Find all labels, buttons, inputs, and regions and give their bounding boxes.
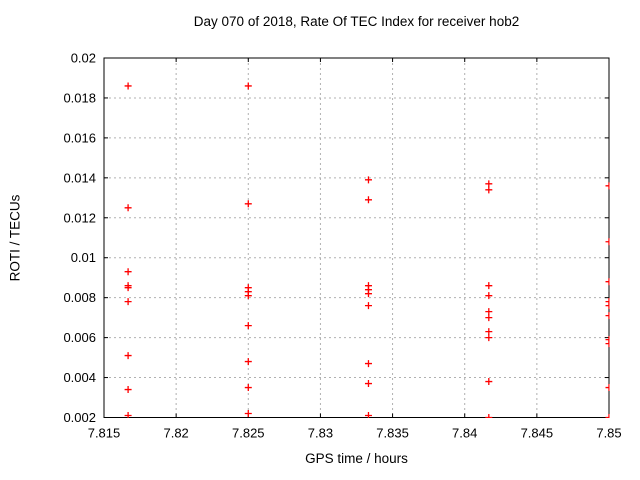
chart-title: Day 070 of 2018, Rate Of TEC Index for r… (193, 14, 520, 29)
data-point-marker (244, 322, 252, 330)
data-point-marker (485, 292, 493, 300)
x-tick-label: 7.835 (376, 426, 409, 441)
data-point-marker (124, 268, 132, 276)
y-tick-label: 0.01 (71, 250, 96, 265)
data-point-marker (364, 380, 372, 388)
x-tick-label: 7.825 (232, 426, 265, 441)
x-tick-label: 7.815 (88, 426, 121, 441)
x-tick-label: 7.82 (163, 426, 188, 441)
data-point-marker (364, 302, 372, 310)
y-tick-label: 0.014 (63, 170, 96, 185)
data-point-marker (485, 186, 493, 194)
x-tick-label: 7.85 (596, 426, 621, 441)
data-point-marker (124, 204, 132, 212)
y-tick-label: 0.012 (63, 210, 96, 225)
data-point-marker (124, 284, 132, 292)
data-point-marker (364, 176, 372, 184)
data-point-marker (244, 292, 252, 300)
data-point-marker (605, 182, 610, 190)
y-tick-label: 0.006 (63, 330, 96, 345)
data-point-marker (605, 278, 610, 286)
data-point-marker (364, 290, 372, 298)
data-point-marker (485, 180, 493, 188)
data-point-marker (124, 298, 132, 306)
y-tick-label: 0.016 (63, 130, 96, 145)
data-point-marker (244, 82, 252, 90)
data-point-marker (485, 328, 493, 336)
data-point-marker (485, 378, 493, 386)
data-point-marker (364, 412, 372, 418)
data-point-marker (485, 314, 493, 322)
data-point-marker (485, 308, 493, 316)
x-tick-label: 7.845 (521, 426, 554, 441)
data-point-marker (124, 352, 132, 360)
data-point-marker (244, 410, 252, 418)
y-tick-label: 0.004 (63, 370, 96, 385)
data-point-marker (124, 412, 132, 418)
y-tick-label: 0.002 (63, 410, 96, 425)
data-point-marker (124, 82, 132, 90)
data-point-marker (605, 312, 610, 320)
data-point-marker (605, 238, 610, 246)
data-point-marker (364, 196, 372, 204)
data-point-marker (605, 384, 610, 392)
data-point-marker (485, 282, 493, 290)
x-tick-label: 7.84 (452, 426, 477, 441)
data-point-marker (244, 200, 252, 208)
plot-border (103, 57, 610, 418)
data-point-marker (605, 340, 610, 348)
y-tick-label: 0.02 (71, 51, 96, 66)
data-point-marker (485, 414, 493, 418)
data-point-marker (124, 386, 132, 394)
data-point-marker (244, 358, 252, 366)
data-point-marker (605, 414, 610, 418)
data-points (124, 82, 610, 418)
data-point-marker (605, 302, 610, 310)
data-point-marker (244, 384, 252, 392)
x-axis-label: GPS time / hours (305, 451, 408, 466)
y-tick-label: 0.018 (63, 90, 96, 105)
y-tick-label: 0.008 (63, 290, 96, 305)
x-tick-label: 7.83 (308, 426, 333, 441)
data-point-marker (364, 360, 372, 368)
data-point-marker (485, 334, 493, 342)
